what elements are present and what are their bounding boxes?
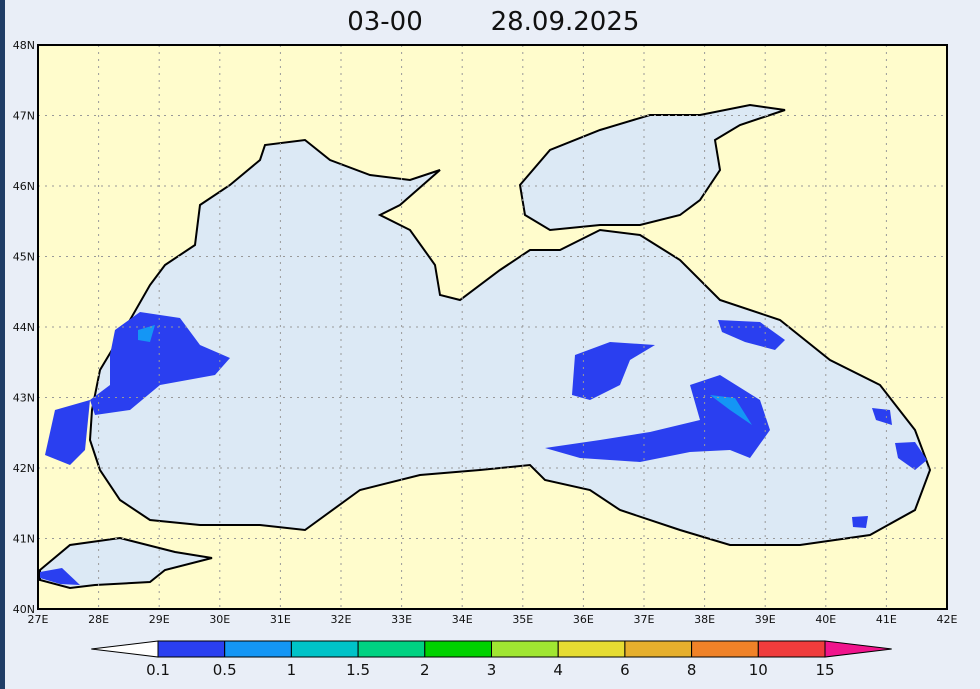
legend-box [424,640,492,658]
sea-of-azov [518,103,786,232]
lon-label: 42E [937,613,958,626]
precip-area [872,408,892,425]
legend-label: 0.1 [146,661,170,679]
lat-label: 45N [13,251,35,264]
lon-label: 35E [512,613,533,626]
map-area [37,44,948,610]
legend-box [757,640,826,658]
precip-area [718,320,785,350]
precip-area [40,568,80,585]
legend-arrow [824,640,892,658]
legend-label: 3 [487,661,497,679]
title-date: 28.09.2025 [491,7,640,37]
legend: 0.1 0.5 1 1.5 2 3 4 6 8 10 15 [91,640,892,679]
lat-label: 41N [13,533,35,546]
legend-box [491,640,559,658]
lon-label: 39E [755,613,776,626]
lat-label: 46N [13,180,35,193]
legend-box [224,640,292,658]
grid [38,45,947,609]
legend-label: 1.5 [346,661,370,679]
precip-area [45,400,90,465]
lat-label: 43N [13,392,35,405]
precip-area [572,342,655,400]
left-edge [0,0,5,689]
precip-area [852,516,868,528]
legend-box [624,640,693,658]
precip-areas [40,312,927,585]
precip-area [895,442,927,470]
lon-label: 30E [209,613,230,626]
lon-label: 41E [876,613,897,626]
legend-box [157,640,226,658]
map-frame [37,44,948,610]
sea-of-marmara [39,536,213,590]
precip-area [90,312,230,415]
legend-label: 8 [687,661,697,679]
lat-label: 48N [13,39,35,52]
lat-label: 47N [13,110,35,123]
lon-label: 28E [88,613,109,626]
lon-label: 40E [815,613,836,626]
legend-label: 10 [749,661,768,679]
legend-box [557,640,626,658]
lon-label: 33E [391,613,412,626]
title-time: 03-00 [347,7,423,37]
lon-label: 32E [331,613,352,626]
lat-label: 44N [13,321,35,334]
lon-label: 27E [28,613,49,626]
legend-label: 15 [815,661,834,679]
lon-label: 37E [634,613,655,626]
lon-label: 38E [694,613,715,626]
legend-label: 2 [420,661,430,679]
legend-label: 1 [287,661,297,679]
legend-box [691,640,759,658]
legend-label: 0.5 [213,661,237,679]
legend-box [357,640,426,658]
lon-label: 29E [149,613,170,626]
lon-label: 31E [270,613,291,626]
legend-label: 4 [553,661,563,679]
legend-box [290,640,359,658]
legend-label: 6 [620,661,630,679]
lat-label: 40N [13,603,35,616]
lat-label: 42N [13,462,35,475]
lon-label: 34E [452,613,473,626]
lon-label: 36E [573,613,594,626]
